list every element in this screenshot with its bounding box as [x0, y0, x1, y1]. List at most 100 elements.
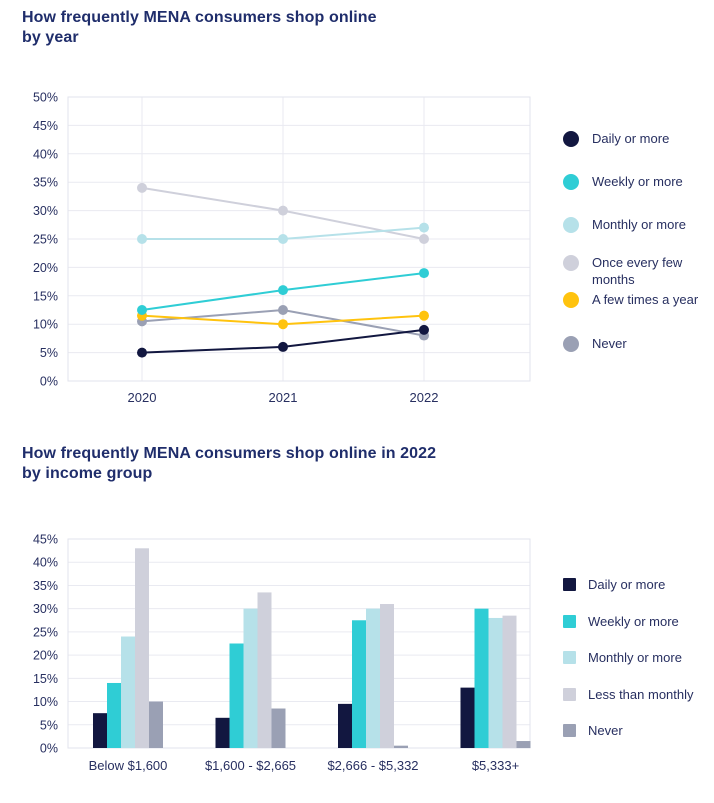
bar [366, 608, 380, 748]
legend-label: Daily or more [592, 131, 670, 146]
legend-item-never: Never [563, 722, 623, 739]
legend-swatch [563, 578, 576, 591]
data-point [419, 324, 429, 335]
line-chart: 0% 5% 10% 15% 20% 25% 30% 35% 40% 45% 50% 2020 2021 2… [33, 91, 531, 405]
y-tick-label: 15% [33, 672, 58, 686]
legend-label: Weekly or more [592, 174, 683, 189]
x-category-label: $1,600 - $2,665 [205, 758, 296, 773]
series-less-than-monthly [135, 548, 517, 748]
legend-swatch [563, 614, 576, 628]
bar [380, 604, 394, 748]
bar [149, 701, 163, 748]
y-tick-label: 20% [33, 649, 58, 663]
legend-item-less-than-monthly: Less than monthly [563, 686, 694, 703]
bar [352, 620, 366, 748]
y-tick-label: 45% [33, 533, 58, 547]
data-point [278, 319, 288, 330]
data-point [137, 182, 147, 193]
legend-label: Never [588, 723, 623, 738]
bar [488, 617, 503, 748]
series-once-every-few-months [137, 182, 429, 244]
legend-label: Never [592, 336, 627, 351]
data-point [278, 305, 288, 315]
y-tick-label: 40% [33, 147, 58, 161]
bar [474, 608, 489, 748]
legend-label: A few times a year [592, 292, 699, 307]
line-chart-title-line2: by year [22, 29, 79, 46]
legend-label: Less than monthly [588, 686, 694, 702]
y-tick-label: 5% [40, 718, 58, 732]
line-chart-title-line1: How frequently MENA consumers shop onlin… [22, 9, 377, 26]
legend-item-daily-or-more: Daily or more [563, 576, 665, 593]
y-tick-label: 15% [33, 289, 58, 303]
legend-label: Once every few months [592, 255, 683, 287]
bar [394, 745, 408, 748]
y-tick-label: 35% [33, 176, 58, 190]
y-tick-label: 30% [33, 602, 58, 616]
series-weekly-or-more [107, 608, 489, 748]
legend-label: Monthly or more [592, 217, 686, 232]
bar [107, 682, 121, 748]
y-tick-label: 0% [40, 375, 58, 389]
data-point [137, 234, 147, 244]
legend-label: Monthly or more [588, 650, 682, 665]
series-monthly-or-more [137, 222, 429, 244]
legend-label: Daily or more [588, 577, 666, 592]
legend-item-monthly-or-more: Monthly or more [563, 649, 682, 666]
y-tick-label: 5% [40, 346, 58, 360]
y-tick-label: 50% [33, 91, 58, 105]
bar [121, 636, 135, 748]
y-tick-label: 10% [33, 695, 58, 709]
x-category-label: 2021 [269, 390, 298, 405]
y-tick-label: 45% [33, 119, 58, 133]
data-point [137, 305, 147, 315]
plot-border [67, 538, 531, 749]
bar [257, 592, 272, 748]
bar [338, 703, 352, 748]
y-tick-label: 20% [33, 261, 58, 275]
series-weekly-or-more [137, 268, 429, 315]
legend-label: Weekly or more [588, 613, 679, 629]
legend-item-never: Never [563, 335, 627, 352]
plot-border [67, 96, 531, 382]
y-tick-label: 25% [33, 625, 58, 639]
bar [243, 608, 258, 748]
bar-chart: 0% 5% 10% 15% 20% 25% 30% 35% 40% 45% Below $1,600… [33, 533, 531, 773]
bar [460, 687, 475, 748]
legend-item-a-few-times-a-year: A few times a year [563, 291, 698, 308]
series-monthly-or-more [121, 608, 503, 748]
x-category-label: Below $1,600 [89, 758, 168, 773]
bar [93, 713, 107, 748]
x-category-label: 2022 [410, 390, 439, 405]
legend-item-daily-or-more: Daily or more [563, 130, 669, 147]
series-daily-or-more [137, 324, 429, 358]
data-point [278, 285, 288, 296]
data-point [419, 268, 429, 279]
legend-swatch [563, 651, 576, 664]
y-tick-label: 30% [33, 204, 58, 218]
data-point [419, 234, 429, 244]
x-category-label: $5,333+ [472, 758, 519, 773]
bar-chart-title-line1: How frequently MENA consumers shop onlin… [22, 445, 437, 462]
data-point [278, 234, 288, 244]
series-daily-or-more [93, 687, 475, 748]
y-tick-label: 0% [40, 742, 58, 756]
bar [271, 708, 286, 748]
y-tick-label: 40% [33, 556, 58, 570]
data-point [278, 341, 288, 352]
data-point [278, 205, 288, 216]
legend-item-once-every-few-months: Once every few months [563, 254, 713, 288]
bar-chart-title: How frequently MENA consumers shop onlin… [22, 444, 436, 484]
bar [229, 643, 244, 748]
data-point [419, 222, 429, 233]
legend-swatch [563, 255, 579, 271]
data-point [419, 310, 429, 321]
y-tick-label: 35% [33, 579, 58, 593]
legend-swatch [563, 131, 579, 147]
bar [516, 741, 531, 748]
y-tick-label: 10% [33, 318, 58, 332]
bar-chart-title-line2: by income group [22, 465, 153, 482]
bar [502, 615, 517, 748]
legend-swatch [563, 292, 579, 308]
series-never [149, 701, 531, 748]
